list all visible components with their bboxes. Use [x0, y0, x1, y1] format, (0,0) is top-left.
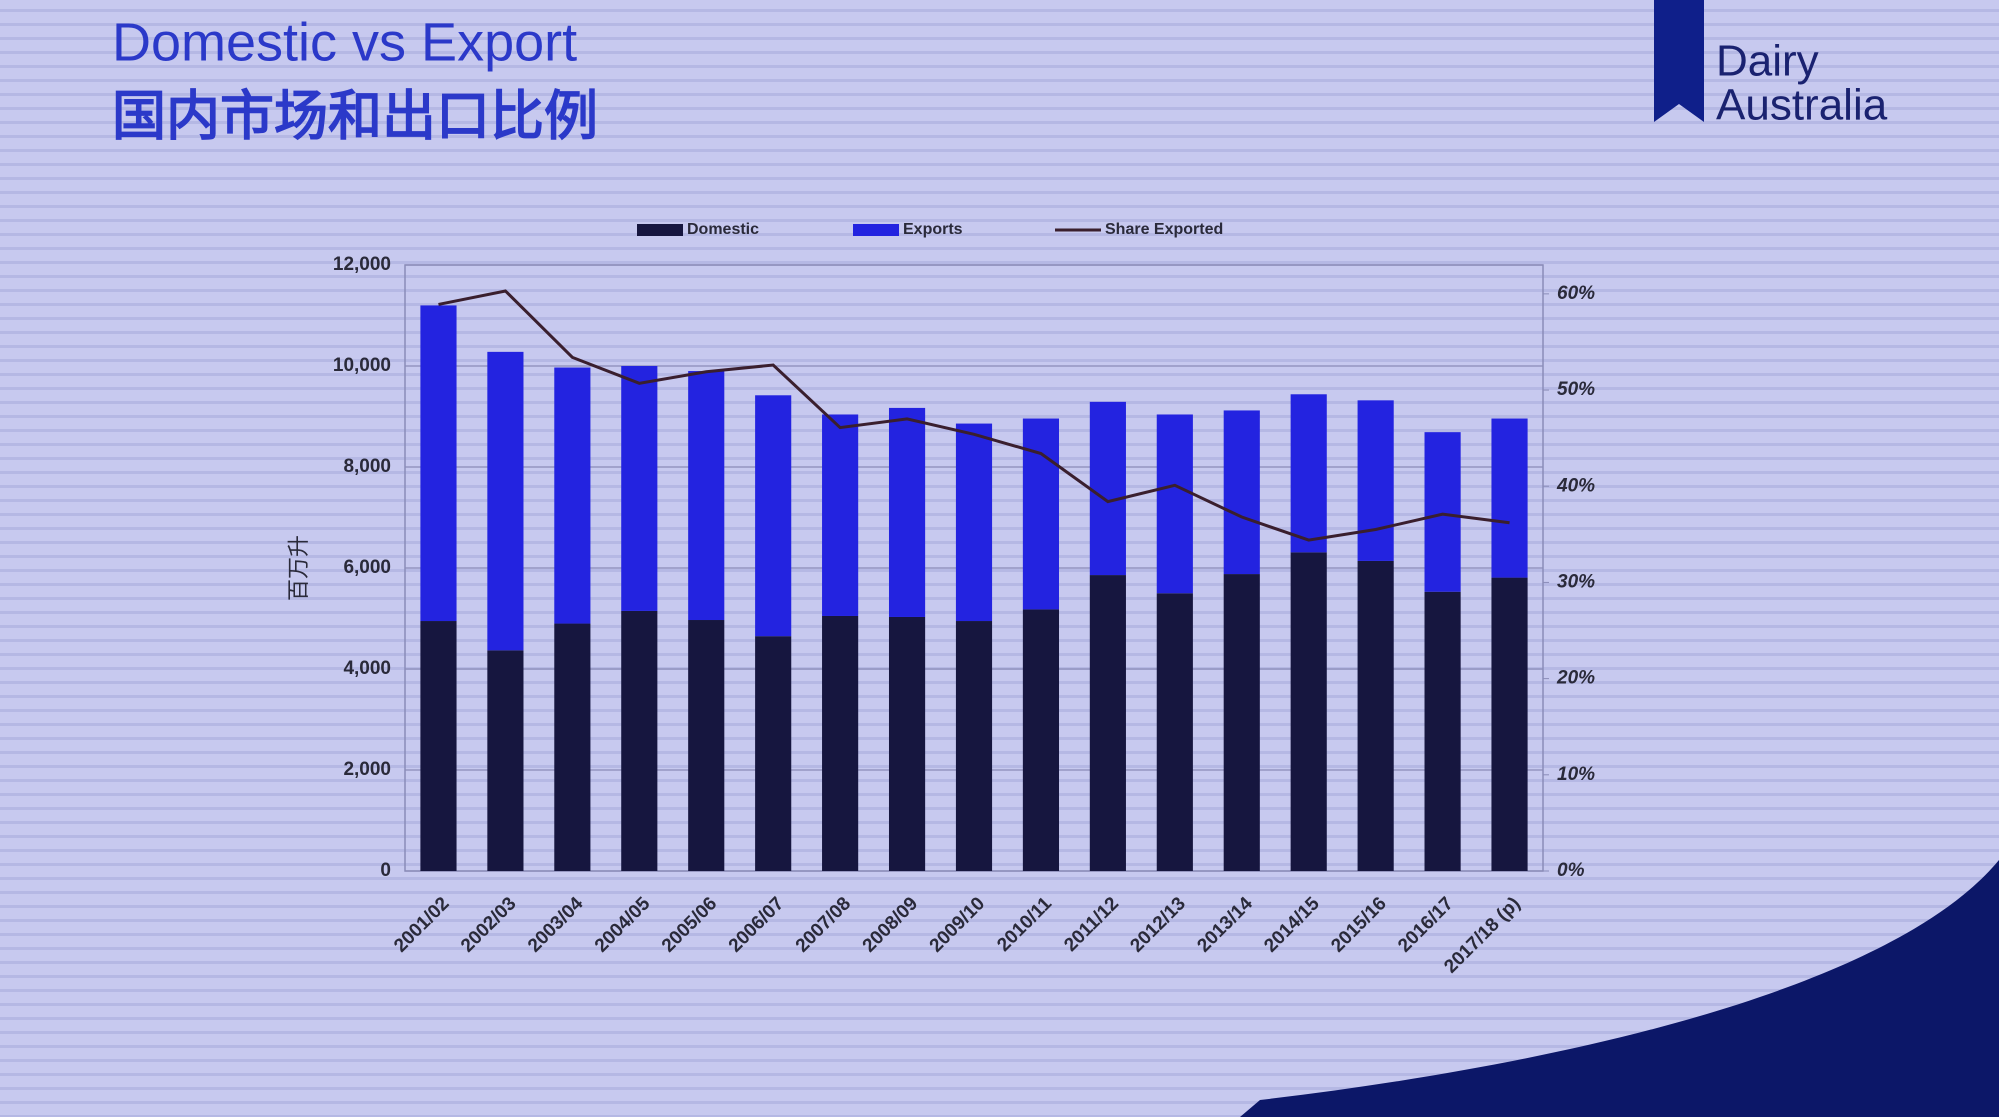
- logo-text: Dairy: [1716, 37, 1819, 86]
- bar: [1491, 418, 1528, 578]
- logo-mark: [1654, 0, 1704, 122]
- logo-text: Australia: [1716, 81, 1888, 130]
- bar: [1290, 394, 1327, 553]
- line: [438, 289, 1510, 542]
- bar: [955, 621, 993, 871]
- bar: [1156, 593, 1193, 871]
- bar: [1156, 414, 1193, 594]
- bar: [1357, 400, 1394, 561]
- legend-swatch: [853, 224, 899, 236]
- bar: [822, 615, 859, 871]
- bar: [1223, 574, 1260, 871]
- bar: [554, 367, 591, 624]
- bar: [621, 610, 658, 871]
- y-axis-label: 百万升: [286, 535, 311, 601]
- bar: [688, 371, 725, 621]
- bar: [822, 414, 859, 616]
- bar: [1089, 401, 1126, 576]
- chart-title: Domestic vs Export: [112, 12, 577, 72]
- y2-tick-label: 10%: [1557, 764, 1595, 785]
- chart-subtitle: 国内市场和出口比例: [112, 86, 598, 146]
- y2-tick-label: 30%: [1557, 571, 1595, 592]
- y-tick-label: 10,000: [333, 355, 391, 376]
- legend-label: Share Exported: [1105, 221, 1223, 238]
- y-tick-label: 2,000: [343, 759, 391, 780]
- bar: [1357, 560, 1394, 871]
- bar: [420, 305, 457, 622]
- bar: [487, 351, 524, 651]
- bar: [1022, 418, 1060, 610]
- bar: [1223, 410, 1260, 575]
- bar: [1022, 609, 1060, 871]
- bar: [688, 620, 725, 871]
- bar: [1089, 575, 1126, 871]
- y2-tick-label: 20%: [1556, 668, 1595, 689]
- legend-label: Domestic: [687, 221, 759, 238]
- bar: [1491, 577, 1528, 871]
- bar: [621, 366, 658, 611]
- y-tick-label: 6,000: [343, 557, 391, 578]
- bar: [1424, 432, 1461, 592]
- bar: [487, 650, 524, 871]
- bar: [554, 623, 591, 871]
- bar: [1424, 591, 1461, 871]
- y2-tick-label: 40%: [1556, 475, 1595, 496]
- swoosh: [1240, 860, 1999, 1117]
- y-tick-label: 8,000: [343, 456, 391, 477]
- bar: [1290, 552, 1327, 871]
- bar: [755, 636, 792, 871]
- bar: [888, 616, 926, 871]
- y2-tick-label: 50%: [1557, 379, 1595, 400]
- y-tick-label: 12,000: [333, 254, 391, 275]
- bar: [755, 395, 792, 637]
- y-tick-label: 4,000: [343, 658, 391, 679]
- bar: [888, 407, 926, 617]
- bar: [420, 621, 457, 871]
- legend-swatch: [637, 224, 683, 236]
- bar: [955, 423, 993, 622]
- y-tick-label: 0: [380, 860, 391, 881]
- legend-label: Exports: [903, 221, 963, 238]
- y2-tick-label: 0%: [1557, 860, 1585, 881]
- y2-tick-label: 60%: [1557, 283, 1595, 304]
